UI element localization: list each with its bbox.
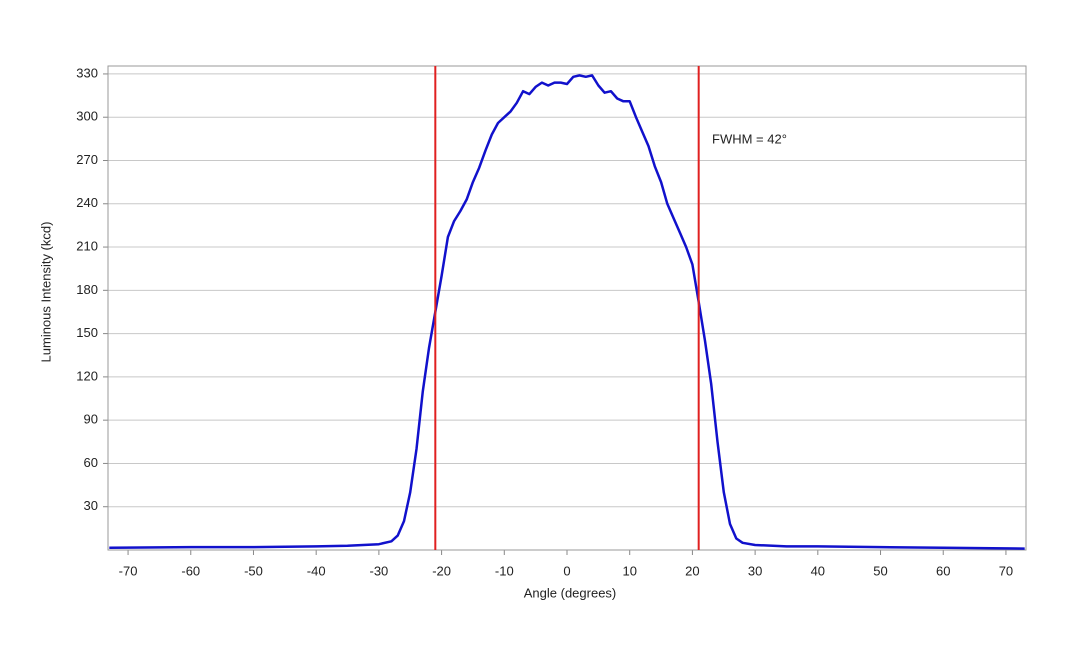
y-tick-label: 60 <box>84 455 98 470</box>
x-tick-label: -20 <box>432 563 451 578</box>
x-tick-label: -50 <box>244 563 263 578</box>
y-tick-label: 30 <box>84 498 98 513</box>
y-tick-label: 120 <box>76 368 98 383</box>
x-tick-label: 70 <box>999 563 1013 578</box>
y-axis-label: Luminous Intensity (kcd) <box>38 222 53 363</box>
x-axis-label: Angle (degrees) <box>524 585 617 600</box>
x-tick-label: 50 <box>873 563 887 578</box>
annotation: FWHM = 42° <box>712 131 787 146</box>
y-tick-label: 150 <box>76 325 98 340</box>
y-tick-label: 330 <box>76 65 98 80</box>
plot-frame <box>107 65 1027 551</box>
x-tick-label: -60 <box>181 563 200 578</box>
y-tick-label: 90 <box>84 412 98 427</box>
y-tick-label: 270 <box>76 152 98 167</box>
x-tick-label: 10 <box>622 563 636 578</box>
x-tick-label: 40 <box>811 563 825 578</box>
x-tick-label: -40 <box>307 563 326 578</box>
x-tick-label: 20 <box>685 563 699 578</box>
x-tick-label: -30 <box>369 563 388 578</box>
y-tick-label: 210 <box>76 238 98 253</box>
data-line <box>109 74 1025 550</box>
y-tick-label: 180 <box>76 282 98 297</box>
x-tick-label: -10 <box>495 563 514 578</box>
y-tick-label: 240 <box>76 195 98 210</box>
y-tick-label: 300 <box>76 109 98 124</box>
x-tick-label: 30 <box>748 563 762 578</box>
x-tick-label: 0 <box>563 563 570 578</box>
x-tick-label: 60 <box>936 563 950 578</box>
x-tick-label: -70 <box>119 563 138 578</box>
